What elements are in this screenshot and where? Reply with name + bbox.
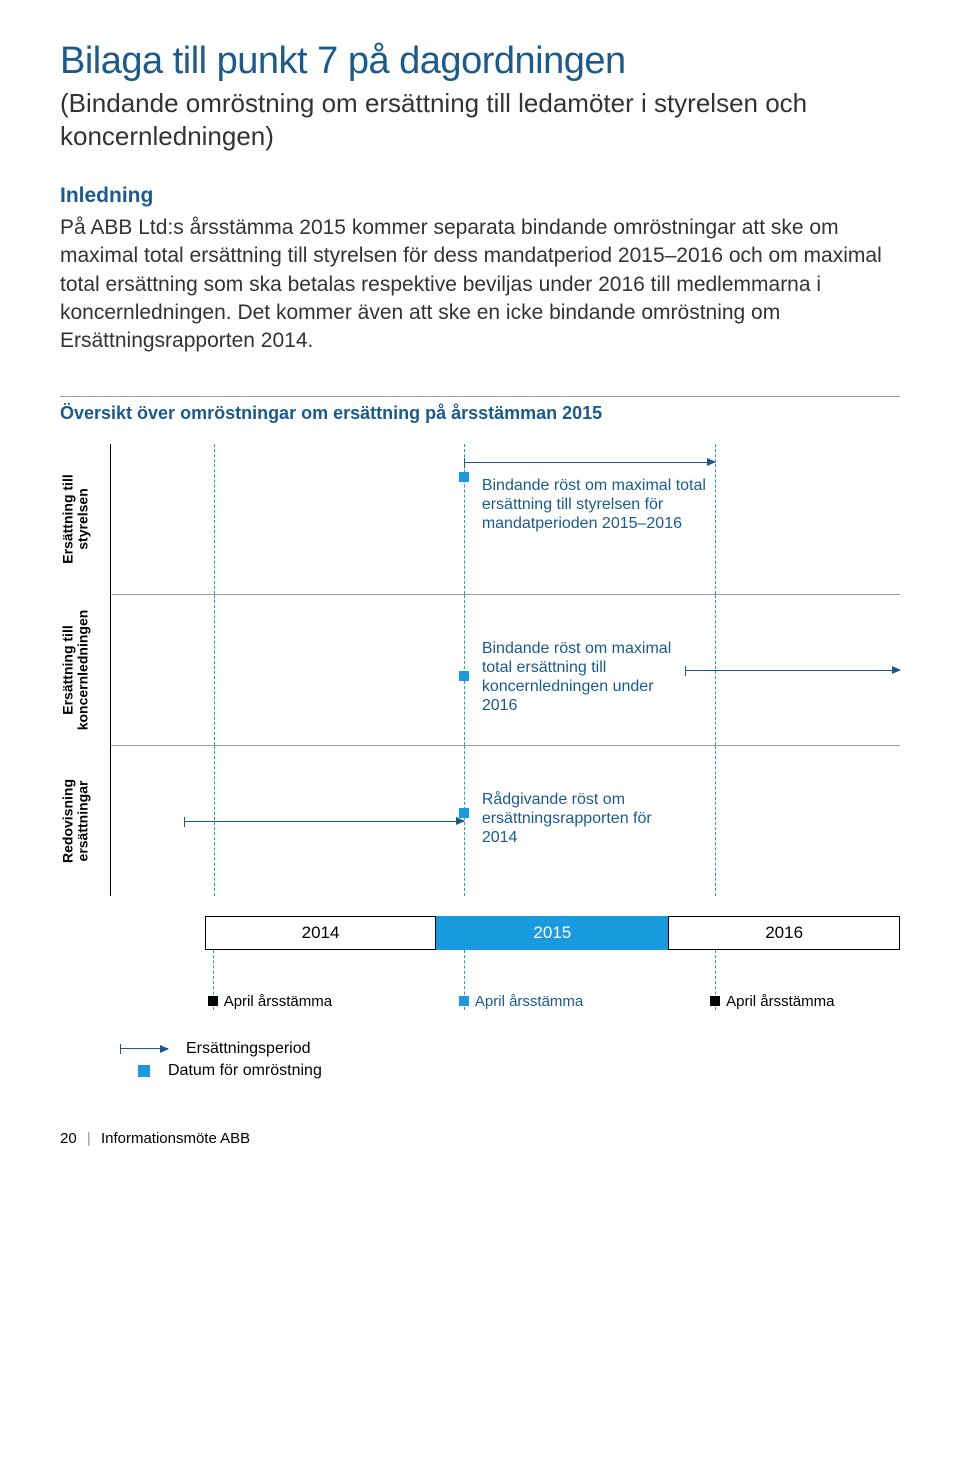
desc-board: Bindande röst om maximal total ersättnin… [482, 476, 711, 534]
square-icon [138, 1065, 150, 1077]
year-2014: 2014 [205, 916, 437, 950]
dashed-line [715, 746, 716, 896]
meeting-label: April årsstämma [224, 993, 332, 1010]
meeting-2015: April årsstämma [459, 993, 583, 1010]
row-label-line1: Redovisning [60, 779, 76, 863]
meeting-2014: April årsstämma [208, 993, 332, 1010]
meeting-2016: April årsstämma [710, 993, 834, 1010]
period-range-board [464, 462, 715, 463]
square-icon [710, 996, 720, 1006]
vote-marker-icon [459, 808, 469, 818]
legend-vote-label: Datum för omröstning [168, 1062, 322, 1080]
dashed-line [214, 595, 215, 745]
row-label-line2: koncernledningen [76, 609, 91, 730]
meeting-label: April årsstämma [475, 993, 583, 1010]
square-icon [208, 996, 218, 1006]
vote-marker-icon [459, 472, 469, 482]
dashed-line [214, 444, 215, 594]
dashed-line [464, 595, 465, 745]
intro-paragraph: På ABB Ltd:s årsstämma 2015 kommer separ… [60, 214, 900, 356]
row-label-line1: Ersättning till [60, 474, 76, 563]
year-2016: 2016 [668, 916, 900, 950]
page-subtitle: (Bindande omröstning om ersättning till … [60, 87, 900, 152]
doc-name: Informationsmöte ABB [101, 1130, 250, 1147]
page-footer: 20 | Informationsmöte ABB [60, 1130, 900, 1147]
desc-report: Rådgivande röst om ersättningsrapporten … [482, 790, 687, 848]
overview-title: Översikt över omröstningar om ersättning… [60, 396, 900, 424]
section-heading: Inledning [60, 184, 900, 208]
row-label-board: Ersättning till styrelsen [61, 474, 92, 563]
page-title: Bilaga till punkt 7 på dagordningen [60, 40, 900, 83]
overview-chart: Ersättning till styrelsen Bindande röst … [60, 444, 900, 896]
legend: Ersättningsperiod Datum för omröstning [120, 1040, 900, 1080]
dashed-line [715, 444, 716, 594]
meeting-label: April årsstämma [726, 993, 834, 1010]
chart-row-report: Redovisning ersättningar Rådgivande röst… [60, 746, 900, 896]
row-label-line2: ersättningar [76, 779, 91, 863]
meeting-markers: April årsstämma April årsstämma April år… [110, 950, 900, 1010]
period-range-report [184, 821, 465, 822]
square-icon [459, 996, 469, 1006]
chart-row-board: Ersättning till styrelsen Bindande röst … [60, 444, 900, 594]
row-label-mgmt: Ersättning till koncernledningen [61, 609, 92, 730]
year-2015: 2015 [436, 916, 668, 950]
desc-mgmt: Bindande röst om maximal total ersättnin… [482, 639, 687, 716]
range-icon [120, 1048, 168, 1049]
year-bar: 2014 2015 2016 [110, 916, 900, 950]
row-label-report: Redovisning ersättningar [61, 779, 92, 863]
chart-row-mgmt: Ersättning till koncernledningen Bindand… [60, 595, 900, 745]
page-number: 20 [60, 1130, 77, 1147]
row-label-line2: styrelsen [76, 474, 91, 563]
period-range-mgmt [685, 670, 900, 671]
legend-period-label: Ersättningsperiod [186, 1040, 311, 1058]
row-label-line1: Ersättning till [60, 625, 76, 714]
vote-marker-icon [459, 671, 469, 681]
